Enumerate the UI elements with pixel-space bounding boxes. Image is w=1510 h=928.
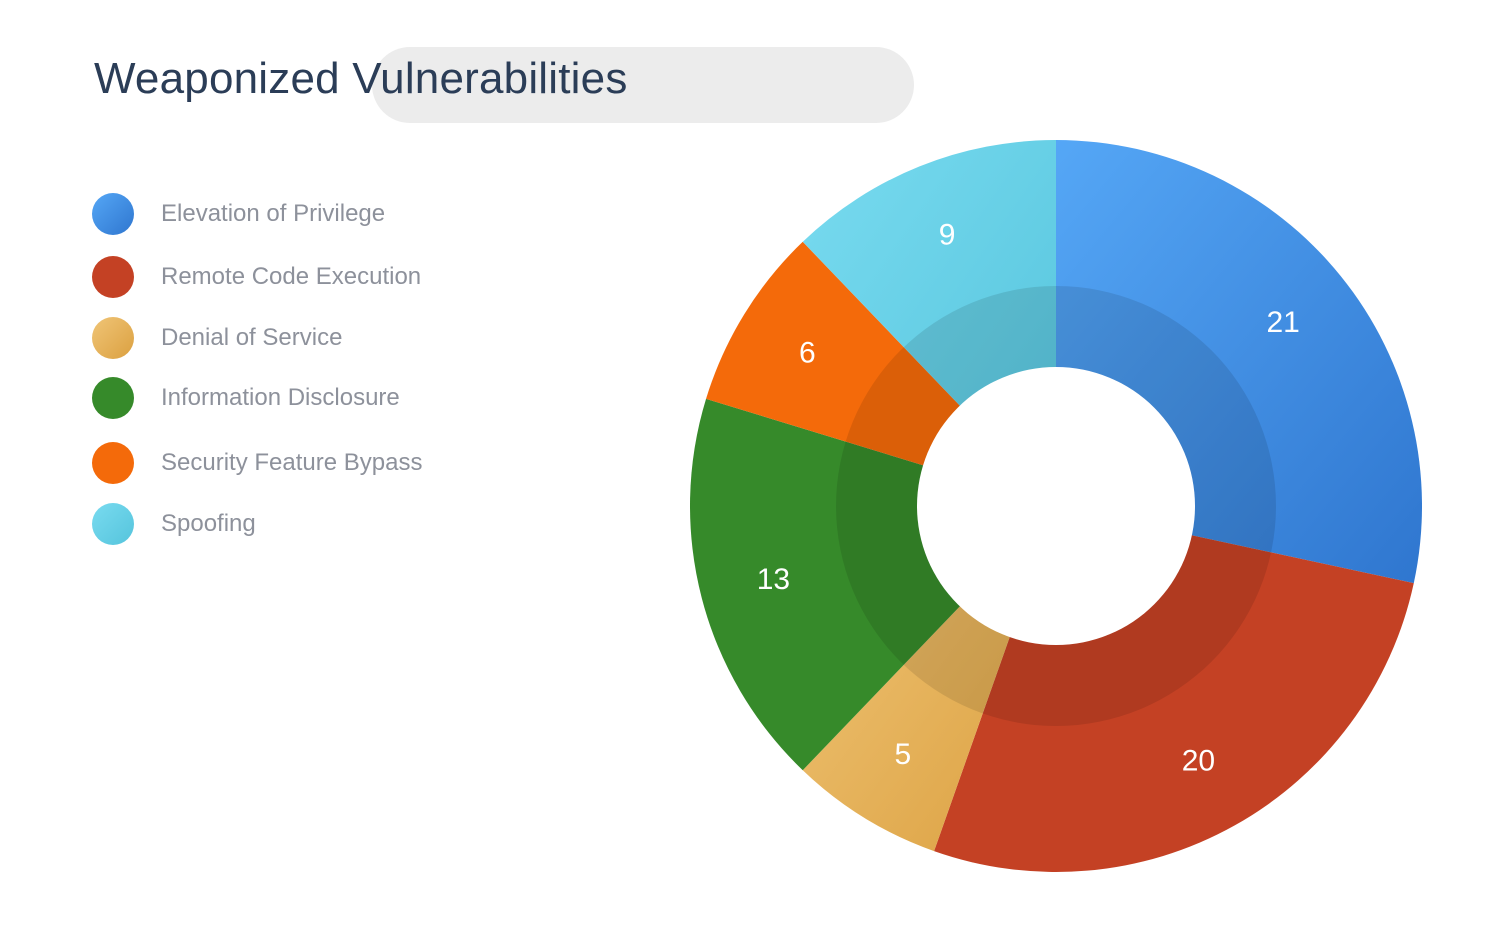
legend-item-security-feature-bypass: Security Feature Bypass bbox=[92, 441, 422, 485]
legend-label-elevation-of-privilege: Elevation of Privilege bbox=[161, 200, 386, 227]
legend-swatch-elevation-of-privilege bbox=[92, 193, 134, 235]
legend-label-denial-of-service: Denial of Service bbox=[161, 324, 343, 351]
legend-label-information-disclosure: Information Disclosure bbox=[161, 384, 400, 411]
legend-swatch-spoofing bbox=[92, 503, 134, 545]
slice-label-security-feature-bypass: 6 bbox=[799, 336, 816, 369]
legend-item-remote-code-execution: Remote Code Execution bbox=[92, 255, 421, 299]
legend-label-remote-code-execution: Remote Code Execution bbox=[161, 263, 422, 290]
slice-label-spoofing: 9 bbox=[939, 219, 956, 252]
legend-swatch-remote-code-execution bbox=[92, 256, 134, 298]
legend-item-spoofing: Spoofing bbox=[92, 502, 256, 546]
donut-labels: 21 20 5 13 6 9 bbox=[757, 219, 1300, 778]
donut-center-hole bbox=[917, 367, 1195, 645]
legend-swatch-denial-of-service bbox=[92, 317, 134, 359]
slice-label-remote-code-execution: 20 bbox=[1182, 744, 1215, 777]
legend-swatch-security-feature-bypass bbox=[92, 442, 134, 484]
slice-label-denial-of-service: 5 bbox=[895, 738, 912, 771]
title-highlight-pill bbox=[372, 47, 914, 123]
legend-label-spoofing: Spoofing bbox=[161, 510, 256, 537]
slice-label-information-disclosure: 13 bbox=[757, 563, 790, 596]
legend-item-denial-of-service: Denial of Service bbox=[92, 316, 342, 360]
legend: Elevation of Privilege Remote Code Execu… bbox=[92, 0, 512, 600]
legend-swatch-information-disclosure bbox=[92, 377, 134, 419]
legend-item-information-disclosure: Information Disclosure bbox=[92, 376, 400, 420]
legend-label-security-feature-bypass: Security Feature Bypass bbox=[161, 449, 423, 476]
legend-item-elevation-of-privilege: Elevation of Privilege bbox=[92, 192, 385, 236]
chart-title: Weaponized Vulnerabilities bbox=[94, 54, 628, 103]
slice-label-elevation-of-privilege: 21 bbox=[1267, 306, 1300, 339]
